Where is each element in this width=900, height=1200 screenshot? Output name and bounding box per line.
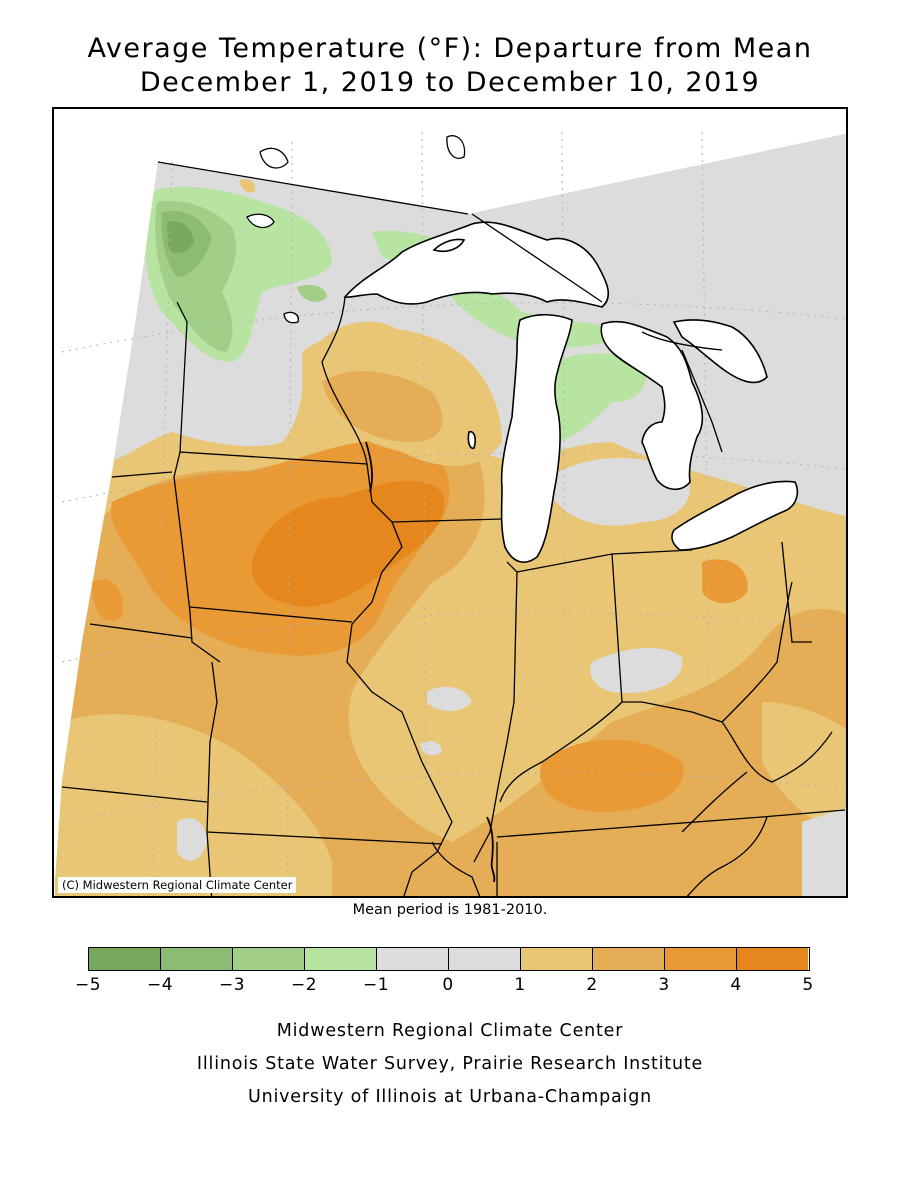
legend-tick-label: 1 [514, 975, 526, 995]
copyright-notice: (C) Midwestern Regional Climate Center [58, 877, 297, 893]
footer-line3: University of Illinois at Urbana-Champai… [247, 1087, 653, 1107]
legend-swatch [665, 948, 737, 970]
isle-royale [432, 238, 466, 253]
lake-superior [343, 221, 610, 308]
legend-tick-labels: −5 −4 −3 −2 −1 0 1 2 3 4 5 [75, 971, 813, 1001]
legend-tick-label: 2 [586, 975, 598, 995]
legend-tick-label: −2 [290, 975, 318, 995]
legend-tick-label: −3 [218, 975, 246, 995]
graticule [61, 131, 846, 896]
legend-tick-label: −5 [74, 975, 102, 995]
legend-swatch [593, 948, 665, 970]
legend-swatch [233, 948, 305, 970]
legend-swatch [89, 948, 161, 970]
region-minus4-5 [167, 221, 194, 254]
temperature-departure-map: (C) Midwestern Regional Climate Center [52, 107, 848, 898]
color-legend: −5 −4 −3 −2 −1 0 1 2 3 4 5 [75, 947, 813, 1001]
footer-line1: Midwestern Regional Climate Center [276, 1021, 624, 1041]
legend-swatch [449, 948, 521, 970]
legend-tick-label: 4 [730, 975, 742, 995]
northern-lakes [246, 135, 466, 324]
georgian-bay [672, 319, 768, 384]
legend-tick-label: 3 [658, 975, 670, 995]
legend-color-bar [88, 947, 810, 971]
legend-swatch [737, 948, 808, 970]
legend-tick-label: −1 [362, 975, 390, 995]
mean-period-note: Mean period is 1981-2010. [352, 902, 548, 918]
state-boundaries [61, 161, 846, 896]
lake-winnebago [467, 430, 476, 450]
lake-michigan [500, 313, 573, 563]
legend-tick-label: −4 [146, 975, 174, 995]
legend-swatch [305, 948, 377, 970]
region-plus4-5 [251, 480, 444, 607]
river-detail [365, 441, 496, 883]
legend-swatch [377, 948, 449, 970]
legend-swatch [161, 948, 233, 970]
legend-tick-label: 5 [802, 975, 814, 995]
great-lakes [343, 221, 799, 563]
map-title-line2: December 1, 2019 to December 10, 2019 [139, 67, 761, 98]
footer-line2: Illinois State Water Survey, Prairie Res… [196, 1054, 704, 1074]
legend-swatch [521, 948, 593, 970]
legend-tick-label: 0 [442, 975, 454, 995]
map-title-line1: Average Temperature (°F): Departure from… [87, 33, 813, 64]
lake-huron [600, 320, 704, 491]
